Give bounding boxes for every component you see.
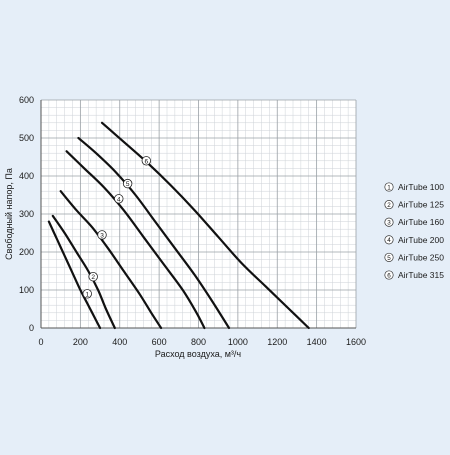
curve-airtube-4 [65, 150, 206, 330]
curve-marker-circle [88, 272, 98, 282]
y-tick-label: 100 [19, 285, 34, 295]
curve-marker-number: 6 [145, 158, 149, 165]
y-tick-label: 300 [19, 209, 34, 219]
legend-label: AirTube 250 [398, 252, 444, 262]
legend-label: AirTube 315 [398, 270, 444, 280]
legend-item-2: 2 AirTube 125 [384, 200, 444, 210]
curve-marker-number: 5 [126, 181, 130, 188]
legend-item-6: 6 AirTube 315 [384, 270, 444, 280]
legend-label: AirTube 160 [398, 217, 444, 227]
legend-number: 3 [387, 220, 391, 227]
legend-item-4: 4 AirTube 200 [384, 235, 444, 245]
curve-marker-circle [97, 230, 107, 240]
curve-marker-number: 4 [117, 196, 121, 203]
legend-marker [384, 252, 394, 262]
legend-number: 5 [387, 255, 391, 262]
legend-marker [384, 182, 394, 192]
legend-number: 4 [387, 237, 391, 244]
legend-label: AirTube 100 [398, 182, 444, 192]
y-tick-label: 400 [19, 171, 34, 181]
legend-label: AirTube 200 [398, 235, 444, 245]
legend-item-1: 1 AirTube 100 [384, 182, 444, 192]
x-tick-label: 0 [38, 337, 43, 347]
curve-airtube-5 [77, 136, 231, 330]
curve-markers: 1 2 3 4 5 6 [82, 156, 152, 299]
curve-airtube-2 [51, 214, 116, 330]
legend-number: 2 [387, 202, 391, 209]
curve-marker-circle [122, 178, 133, 189]
x-axis-label: Расход воздуха, м³/ч [155, 349, 242, 359]
legend-marker [384, 200, 394, 210]
legend-number: 1 [387, 184, 391, 191]
axes: 0 200 400 600 800 1000 1200 1400 160001002003004… [19, 95, 366, 347]
curve-marker-circle [141, 156, 152, 166]
curve-marker-number: 1 [85, 291, 89, 298]
curve-airtube-3 [59, 190, 163, 330]
x-tick-label: 600 [152, 337, 167, 347]
x-tick-label: 800 [191, 337, 206, 347]
grid [40, 99, 357, 329]
y-tick-label: 200 [19, 247, 34, 257]
legend-item-3: 3 AirTube 160 [384, 217, 444, 227]
y-tick-label: 600 [19, 95, 34, 105]
curve-airtube-6 [100, 121, 310, 330]
y-axis-label: Свободный напор, Па [4, 168, 14, 260]
curve-marker-3: 3 [97, 230, 107, 240]
curve-marker-number: 3 [100, 232, 104, 239]
curves [47, 121, 310, 330]
curve-airtube-1 [47, 220, 102, 330]
legend-number: 6 [387, 272, 391, 279]
x-tick-label: 1200 [267, 337, 287, 347]
y-tick-label: 0 [29, 323, 34, 333]
curve-marker-4: 4 [114, 194, 124, 204]
curve-marker-1: 1 [82, 289, 92, 299]
legend-marker [384, 270, 394, 280]
x-tick-label: 1600 [346, 337, 366, 347]
curve-marker-number: 2 [91, 274, 95, 281]
legend-item-5: 5 AirTube 250 [384, 252, 444, 262]
y-tick-label: 500 [19, 133, 34, 143]
curve-marker-5: 5 [122, 178, 133, 189]
x-tick-label: 1400 [307, 337, 327, 347]
legend-marker [384, 217, 394, 227]
x-tick-label: 400 [112, 337, 127, 347]
curve-marker-circle [114, 194, 124, 204]
legend: 1 AirTube 100 2 AirTube 125 3 AirTube 160 4 Air… [384, 182, 444, 280]
curve-marker-circle [82, 289, 92, 299]
x-tick-label: 1000 [228, 337, 248, 347]
x-tick-label: 200 [73, 337, 88, 347]
legend-label: AirTube 125 [398, 200, 444, 210]
curve-marker-6: 6 [141, 156, 152, 166]
legend-marker [384, 235, 394, 245]
curve-marker-2: 2 [88, 272, 98, 282]
